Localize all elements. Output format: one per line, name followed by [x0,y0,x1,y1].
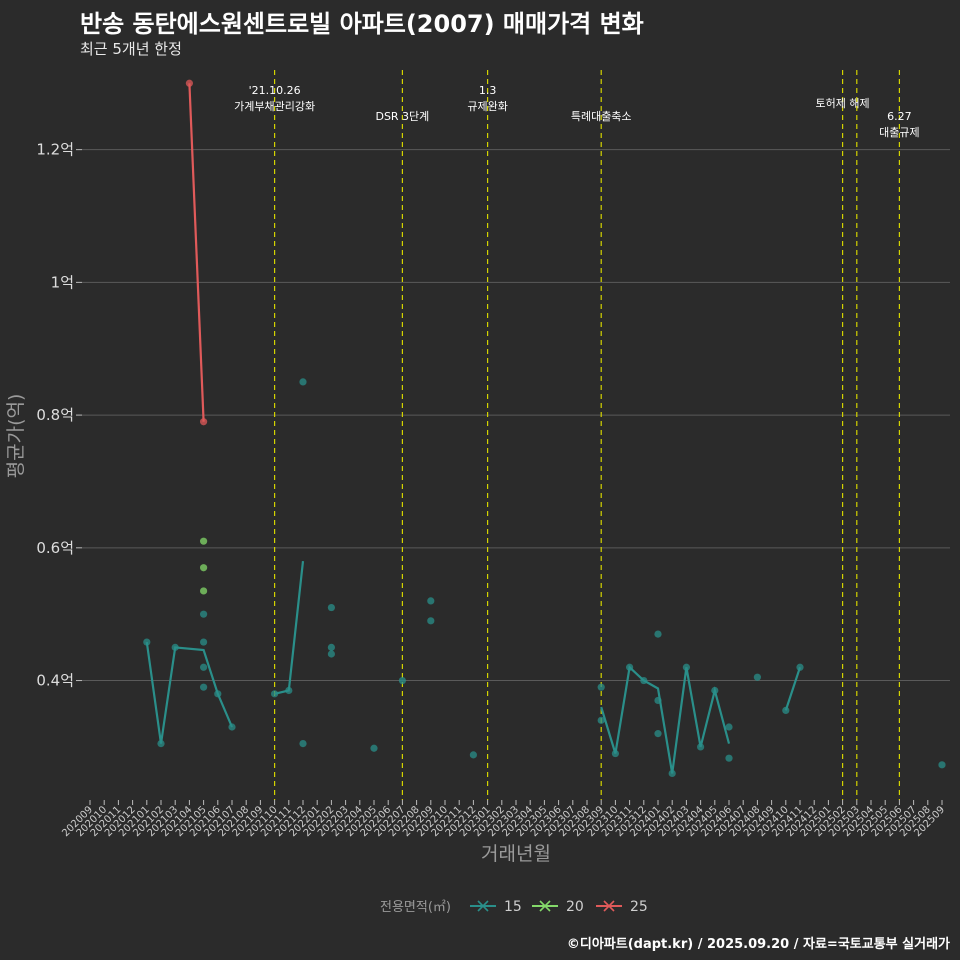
series-15-point [427,617,435,625]
event-label: '21.10.26 [249,84,301,97]
chart-subtitle: 최근 5개년 한정 [80,40,182,58]
series-15-point [938,761,946,769]
legend-title: 전용면적(㎡) [380,900,451,915]
series-20-point [200,564,208,572]
series-15-point [640,676,648,685]
legend-key-15-mark [477,900,489,912]
series-15-point [611,749,620,758]
legend: 전용면적(㎡) 15 20 25 [380,899,648,915]
event-label: 6.27 [887,110,912,123]
y-tick-label: 0.6억 [36,539,74,557]
grid-lines [82,149,950,682]
series-25-line [188,83,205,422]
event-label: DSR 3단계 [375,110,429,123]
legend-label-20: 20 [566,899,584,915]
series-layer [143,79,946,778]
y-axis-ticks: 0.4억 0.6억 0.8억 1억 1.2억 [36,141,82,690]
series-15-point [725,754,733,762]
x-axis-ticks: 2020092020102020112020122021012021022021… [60,800,947,839]
series-15-point [200,663,208,671]
legend-key-25-mark [603,900,615,912]
legend-key-20-mark [539,900,551,912]
y-tick-label: 1억 [51,273,74,291]
series-15-point [725,723,733,731]
event-label: 특례대출축소 [571,110,632,123]
series-15-point [654,730,662,738]
series-15-point [200,610,208,618]
chart-title: 반송 동탄에스원센트로빌 아파트(2007) 매매가격 변화 [80,10,644,38]
series-15-point [654,630,662,638]
series-15-point [626,663,634,671]
y-tick-label: 0.8억 [36,406,74,424]
series-15-point [299,739,307,748]
series-20-point [200,537,208,545]
source-caption: ©디아파트(dapt.kr) / 2025.09.20 / 자료=국토교통부 실… [566,937,950,952]
series-15-point [285,686,293,695]
series-20-point [200,587,208,595]
series-15-point [157,739,165,748]
series-15-point [214,690,222,698]
series-15-line [145,641,234,744]
series-15-point [327,603,335,612]
series-15-point [200,638,208,646]
series-15-line [784,666,802,711]
series-15-point [398,676,406,685]
series-15-point [753,673,762,681]
event-label: 규제완화 [467,100,507,113]
series-25-point [200,418,208,426]
series-15-point [697,743,705,751]
y-axis-title: 평균가(억) [5,394,27,479]
event-label: 대출규제 [879,126,919,139]
legend-label-25: 25 [630,899,648,915]
x-axis-title: 거래년월 [481,843,551,865]
event-label: 가계부채관리강화 [234,100,315,113]
series-15-point [597,683,605,691]
event-label: 1.3 [479,84,497,97]
series-25-point [185,79,193,87]
series-15-point [143,638,151,646]
series-15-line [274,560,305,695]
series-15-line [600,665,731,774]
series-15-point [597,716,605,724]
series-15-point [171,643,179,651]
series-15-point [796,663,804,671]
series-15-point [711,686,719,695]
series-15-point [200,683,208,691]
series-15-point [668,769,676,778]
y-tick-label: 1.2억 [36,141,74,159]
series-15-point [654,696,662,705]
y-tick-label: 0.4억 [36,672,74,690]
event-label: 토허제 해제 [816,96,870,110]
series-15-point [228,723,236,731]
series-15-point [427,597,435,605]
series-15-point [782,706,790,715]
series-15-point [682,663,691,671]
series-15-point [327,650,335,658]
legend-label-15: 15 [504,899,522,915]
series-15-point [469,751,477,759]
series-15-point [327,643,335,651]
series-15-point [271,690,279,698]
series-15-point [299,378,307,386]
series-15-point [370,744,378,752]
